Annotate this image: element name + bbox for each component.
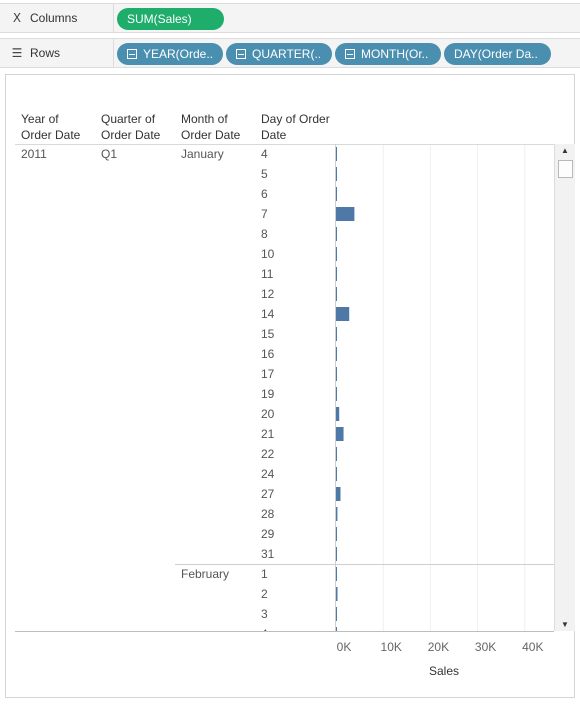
sales-bar[interactable]	[336, 407, 340, 421]
x-tick-label: 10K	[381, 640, 402, 654]
sales-bar[interactable]	[336, 587, 338, 601]
sum-sales-pill-label: SUM(Sales)	[127, 12, 192, 26]
sales-bar[interactable]	[336, 247, 337, 261]
day-label: 6	[261, 187, 268, 201]
sales-bar[interactable]	[336, 327, 337, 341]
sales-bar[interactable]	[336, 347, 337, 361]
scroll-down-arrow[interactable]: ▼	[561, 620, 569, 629]
sales-bar[interactable]	[336, 307, 350, 321]
quarter-pill[interactable]: QUARTER(..	[226, 43, 332, 65]
sales-bar[interactable]	[336, 527, 337, 541]
collapse-icon	[127, 49, 137, 59]
x-axis-title: Sales	[429, 664, 459, 678]
day-label: 4	[261, 627, 268, 641]
day-label: 16	[261, 347, 275, 361]
year-pill-label: YEAR(Orde..	[142, 47, 213, 61]
day-label: 24	[261, 467, 275, 481]
year-header: Year of Order Date	[21, 112, 81, 142]
day-label: 21	[261, 427, 275, 441]
day-label: 2	[261, 587, 268, 601]
sum-sales-pill[interactable]: SUM(Sales)	[117, 8, 224, 30]
sales-bar[interactable]	[336, 207, 355, 221]
month-label: February	[181, 567, 229, 581]
rows-label: Rows	[30, 46, 61, 60]
quarter-header: Quarter of Order Date	[101, 112, 161, 142]
scroll-thumb[interactable]	[558, 160, 573, 178]
day-label: 17	[261, 367, 275, 381]
day-label: 28	[261, 507, 275, 521]
scroll-up-arrow[interactable]: ▲	[561, 146, 569, 155]
day-label: 10	[261, 247, 275, 261]
x-tick-label: 30K	[475, 640, 496, 654]
day-label: 5	[261, 167, 268, 181]
day-label: 27	[261, 487, 275, 501]
day-label: 1	[261, 567, 268, 581]
month-pill-label: MONTH(Or..	[361, 47, 429, 61]
columns-icon: Ⅹ	[12, 11, 22, 25]
day-label: 29	[261, 527, 275, 541]
day-label: 19	[261, 387, 275, 401]
sales-bar[interactable]	[336, 487, 341, 501]
day-label: 31	[261, 547, 275, 561]
day-label: 3	[261, 607, 268, 621]
year-pill[interactable]: YEAR(Orde..	[117, 43, 223, 65]
sales-bar[interactable]	[336, 287, 337, 301]
sales-bar[interactable]	[336, 167, 337, 181]
sales-bar[interactable]	[336, 507, 338, 521]
quarter-pill-label: QUARTER(..	[252, 47, 322, 61]
day-label: 12	[261, 287, 275, 301]
rows-icon: ☰	[11, 46, 23, 60]
bars-group: January 456781011121415161719202122242728…	[175, 147, 554, 641]
sales-bar[interactable]	[336, 227, 337, 241]
day-label: 7	[261, 207, 268, 221]
month-header: Month of Order Date	[181, 112, 241, 142]
day-label: 4	[261, 147, 268, 161]
sales-bar[interactable]	[336, 467, 337, 481]
rows-shelf-label: ☰ Rows	[0, 39, 114, 67]
sales-bar[interactable]	[336, 367, 337, 381]
sales-bar[interactable]	[336, 387, 337, 401]
day-label: 11	[261, 267, 274, 281]
year-cell: 2011	[21, 147, 47, 161]
sales-bar[interactable]	[336, 607, 337, 621]
day-header: Day of Order Date	[261, 112, 330, 142]
x-tick-label: 20K	[428, 640, 449, 654]
day-pill[interactable]: DAY(Order Da..	[444, 43, 551, 65]
columns-shelf: Ⅹ Columns SUM(Sales)	[0, 3, 580, 33]
day-label: 8	[261, 227, 268, 241]
day-pill-label: DAY(Order Da..	[454, 47, 538, 61]
x-tick-label: 0K	[337, 640, 352, 654]
month-pill[interactable]: MONTH(Or..	[335, 43, 441, 65]
collapse-icon	[236, 49, 246, 59]
x-tick-label: 40K	[522, 640, 543, 654]
day-label: 15	[261, 327, 275, 341]
columns-label: Columns	[30, 11, 78, 25]
quarter-cell: Q1	[101, 147, 118, 161]
sales-bar[interactable]	[336, 147, 337, 161]
day-label: 20	[261, 407, 275, 421]
sales-bar[interactable]	[336, 267, 337, 281]
day-label: 14	[261, 307, 275, 321]
sales-bar[interactable]	[336, 447, 337, 461]
sales-bar[interactable]	[336, 187, 337, 201]
vertical-scrollbar[interactable]: ▲ ▼	[554, 144, 575, 631]
collapse-icon	[345, 49, 355, 59]
sales-bar[interactable]	[336, 627, 337, 641]
day-label: 22	[261, 447, 275, 461]
rows-shelf: ☰ Rows YEAR(Orde.. QUARTER(.. MONTH(Or..…	[0, 38, 580, 68]
sales-bar[interactable]	[336, 427, 344, 441]
month-label: January	[181, 147, 224, 161]
sales-bar[interactable]	[336, 547, 337, 561]
sales-bar[interactable]	[336, 567, 337, 581]
columns-shelf-label: Ⅹ Columns	[0, 4, 114, 32]
